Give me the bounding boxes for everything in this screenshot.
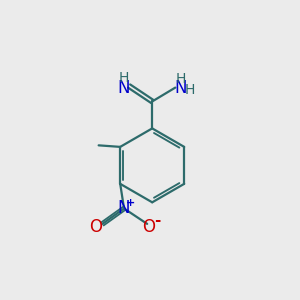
Text: -: - xyxy=(154,213,160,228)
Text: H: H xyxy=(118,70,129,85)
Text: H: H xyxy=(176,72,186,86)
Text: N: N xyxy=(118,200,130,217)
Text: N: N xyxy=(175,80,187,98)
Text: +: + xyxy=(126,198,136,208)
Text: N: N xyxy=(118,79,130,97)
Text: H: H xyxy=(185,83,195,97)
Text: O: O xyxy=(142,218,155,236)
Text: O: O xyxy=(89,218,102,236)
